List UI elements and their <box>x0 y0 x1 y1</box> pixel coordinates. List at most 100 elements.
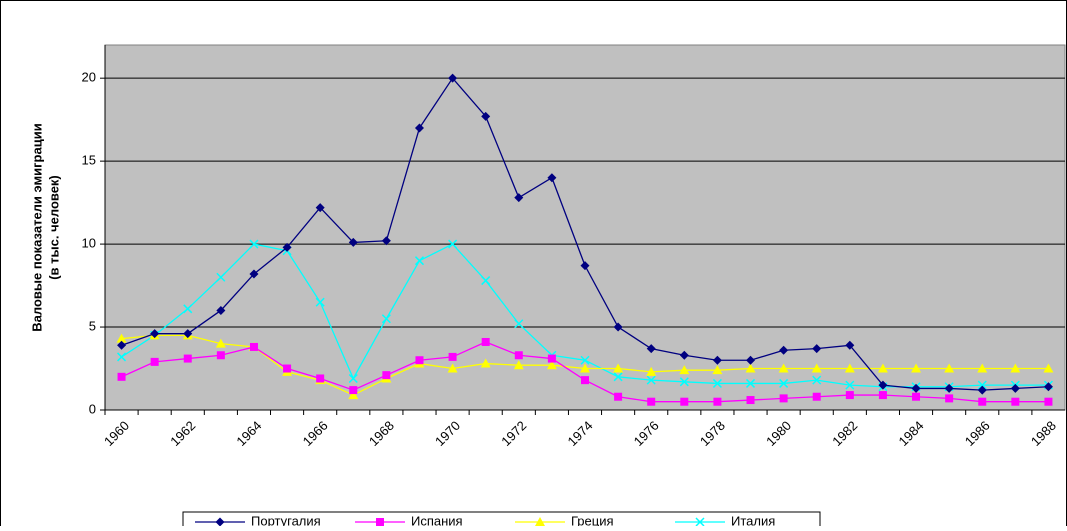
marker <box>679 350 689 360</box>
legend-label: Греция <box>571 513 614 526</box>
marker <box>348 237 358 247</box>
marker <box>381 314 391 324</box>
marker <box>535 517 545 526</box>
marker <box>911 383 921 393</box>
legend-label: Испания <box>411 513 463 526</box>
marker <box>679 365 690 375</box>
marker <box>712 378 722 388</box>
marker <box>912 392 921 401</box>
y-axis-label: Валовые показатели эмиграции <box>29 123 44 331</box>
marker <box>117 340 127 350</box>
marker <box>249 269 259 279</box>
marker <box>1010 383 1020 393</box>
marker <box>414 123 424 133</box>
marker <box>712 365 723 375</box>
marker <box>646 344 656 354</box>
marker <box>376 518 384 526</box>
marker <box>978 397 987 406</box>
marker <box>877 363 888 373</box>
marker <box>1010 363 1021 373</box>
marker <box>580 355 590 365</box>
marker <box>348 373 358 384</box>
y-tick-label: 10 <box>82 236 96 251</box>
marker <box>812 375 822 385</box>
marker <box>215 517 225 527</box>
marker <box>878 391 887 400</box>
marker <box>745 363 756 373</box>
marker <box>1043 382 1053 392</box>
marker <box>944 383 954 393</box>
marker <box>183 329 193 339</box>
marker <box>315 297 325 307</box>
marker <box>977 380 987 390</box>
legend-label: Португалия <box>251 513 321 526</box>
marker <box>878 380 888 390</box>
marker <box>315 203 325 213</box>
marker <box>746 396 755 405</box>
y-tick-label: 0 <box>89 401 96 416</box>
marker <box>448 239 458 249</box>
marker <box>680 397 689 406</box>
marker <box>1043 363 1054 373</box>
plot-area <box>104 44 1066 411</box>
marker <box>116 333 127 343</box>
marker <box>778 363 789 373</box>
marker <box>480 358 491 368</box>
marker <box>580 363 590 373</box>
marker <box>746 355 756 365</box>
marker <box>316 374 325 383</box>
marker <box>1044 397 1053 406</box>
legend: Португалия Испания Греция Италия <box>182 511 821 531</box>
marker <box>845 391 854 400</box>
marker <box>646 375 656 385</box>
marker <box>117 372 126 381</box>
marker <box>613 363 624 373</box>
marker <box>779 378 789 388</box>
marker <box>415 356 424 365</box>
marker <box>448 352 457 361</box>
marker <box>216 272 226 282</box>
legend-label: Италия <box>731 513 775 526</box>
y-axis-label: (в тыс. человек) <box>46 175 61 280</box>
marker <box>944 363 955 373</box>
marker <box>547 354 556 363</box>
marker <box>381 236 391 246</box>
marker <box>117 352 127 362</box>
marker <box>745 378 756 388</box>
marker <box>514 193 524 203</box>
y-tick-label: 5 <box>89 318 96 333</box>
marker <box>216 351 225 360</box>
marker <box>514 351 523 360</box>
marker <box>447 363 458 373</box>
marker <box>249 342 258 351</box>
marker <box>150 329 160 339</box>
marker <box>414 256 425 266</box>
marker <box>911 363 922 373</box>
marker <box>614 392 623 401</box>
marker <box>282 242 292 252</box>
marker <box>977 363 988 373</box>
marker <box>811 363 822 373</box>
marker <box>977 385 987 395</box>
marker <box>283 364 292 373</box>
marker <box>845 340 855 350</box>
marker <box>779 394 788 403</box>
marker <box>613 322 623 332</box>
marker <box>382 371 391 380</box>
marker <box>844 363 855 373</box>
marker <box>348 390 359 400</box>
y-tick-label: 20 <box>82 70 96 85</box>
marker <box>183 354 192 363</box>
marker <box>647 397 656 406</box>
marker <box>183 304 193 314</box>
marker <box>712 355 722 365</box>
marker <box>546 360 557 370</box>
marker <box>150 357 159 366</box>
marker <box>580 261 590 271</box>
marker <box>679 377 689 387</box>
marker <box>845 380 855 390</box>
marker <box>945 394 954 403</box>
marker <box>448 73 458 83</box>
marker <box>646 366 657 376</box>
